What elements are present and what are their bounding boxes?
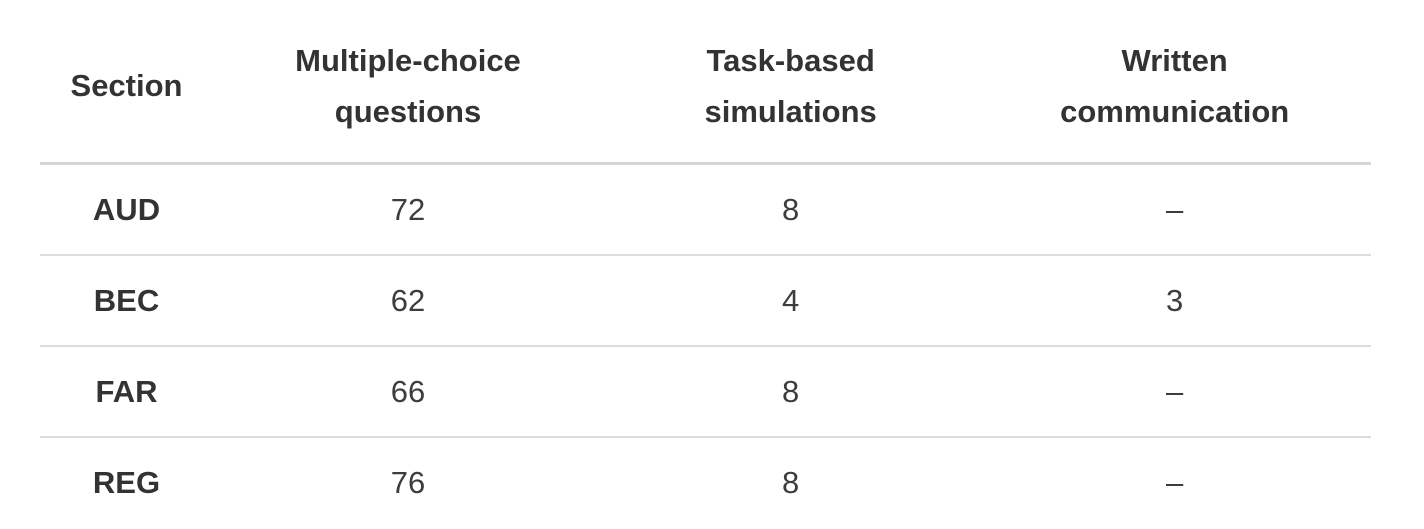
cell-value: 66 xyxy=(213,346,603,438)
cell-value: 62 xyxy=(213,255,603,347)
section-label: FAR xyxy=(40,346,214,438)
header-cell-multiple-choice: Multiple-choice questions xyxy=(213,0,603,165)
header-cell-written-communication: Written communication xyxy=(978,0,1371,165)
header-label-task-based: Task-based simulations xyxy=(704,42,877,129)
cell-value: 72 xyxy=(213,163,603,256)
cell-value: 8 xyxy=(782,464,800,500)
cell-value: – xyxy=(1166,464,1184,500)
header-label-written-communication: Written communication xyxy=(1060,42,1290,129)
table-row-far: FAR 66 8 – xyxy=(40,346,1371,438)
table-row-aud: AUD 72 8 – xyxy=(40,163,1371,256)
cell-value: 8 xyxy=(602,346,979,438)
header-label-section: Section xyxy=(70,68,183,104)
header-cell-section: Section xyxy=(40,0,214,165)
header-cell-task-based: Task-based simulations xyxy=(602,0,979,165)
table-row-reg: REG 76 8 – xyxy=(40,437,1371,527)
section-label: AUD xyxy=(40,163,214,256)
cell-value: – xyxy=(978,346,1371,438)
cell-value: 8 xyxy=(602,163,979,256)
exam-structure-table: Section Multiple-choice questions Task-b… xyxy=(40,0,1371,527)
table-row-bec: BEC 62 4 3 xyxy=(40,255,1371,347)
header-row: Section Multiple-choice questions Task-b… xyxy=(40,0,1371,165)
cell-value: – xyxy=(978,163,1371,256)
section-label: REG xyxy=(92,464,161,500)
section-label: BEC xyxy=(40,255,214,347)
header-label-multiple-choice: Multiple-choice questions xyxy=(295,42,521,129)
cell-value: 76 xyxy=(390,464,426,500)
cell-value: 4 xyxy=(602,255,979,347)
cell-value: 3 xyxy=(978,255,1371,347)
